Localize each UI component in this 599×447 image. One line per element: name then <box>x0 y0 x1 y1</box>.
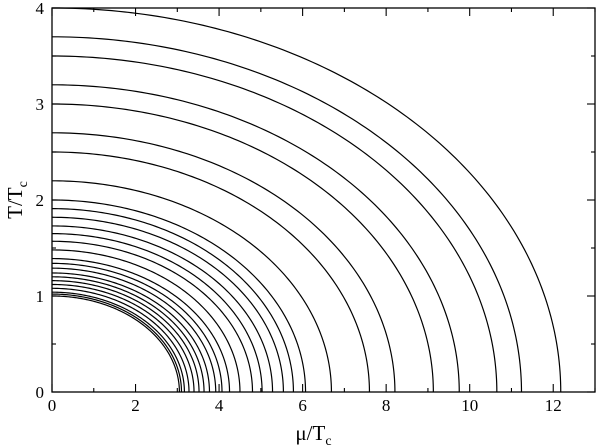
y-tick-label: 2 <box>36 191 45 210</box>
x-tick-label: 8 <box>382 396 391 415</box>
y-axis-label-sub: c <box>16 181 31 187</box>
y-tick-label: 0 <box>36 383 45 402</box>
y-axis-label-main: T/T <box>3 187 27 219</box>
series-line-18 <box>51 199 307 393</box>
y-axis-label: T/Tc <box>3 181 31 219</box>
series-line-5 <box>51 283 195 393</box>
series-line-3 <box>51 291 186 393</box>
series-line-13 <box>51 240 254 393</box>
series-line-8 <box>51 272 211 393</box>
x-axis-label-sub: c <box>325 434 331 447</box>
x-tick-label: 12 <box>545 396 562 415</box>
series-line-22 <box>51 103 434 393</box>
series-line-6 <box>51 280 200 393</box>
x-axis-label-main: μ/T <box>295 421 325 445</box>
series-line-1 <box>51 295 180 393</box>
series-line-21 <box>51 132 396 393</box>
series-line-24 <box>51 55 498 393</box>
x-tick-label: 0 <box>48 396 57 415</box>
x-tick-label: 10 <box>461 396 478 415</box>
series-line-7 <box>51 276 205 393</box>
series-line-25 <box>51 36 523 393</box>
y-tick-label: 3 <box>36 95 45 114</box>
x-axis-label: μ/Tc <box>295 421 331 447</box>
series-line-4 <box>51 287 190 393</box>
x-tick-label: 6 <box>298 396 307 415</box>
series-line-15 <box>51 225 274 393</box>
series-line-11 <box>51 257 231 393</box>
series-line-12 <box>51 249 241 393</box>
x-tick-label: 2 <box>131 396 140 415</box>
series-line-2 <box>51 293 183 393</box>
series-line-20 <box>51 151 371 393</box>
series-line-19 <box>51 180 333 393</box>
ticks-group <box>51 7 596 393</box>
x-tick-label: 4 <box>215 396 224 415</box>
series-line-17 <box>51 208 295 393</box>
plot-frame <box>51 7 596 393</box>
curves-group <box>51 7 562 393</box>
series-line-9 <box>51 267 217 393</box>
series-line-26 <box>51 7 562 393</box>
series-line-16 <box>51 216 284 393</box>
series-line-10 <box>51 262 223 393</box>
series-line-23 <box>51 84 460 393</box>
series-line-14 <box>51 233 263 393</box>
y-tick-label: 1 <box>36 287 45 306</box>
y-tick-label: 4 <box>36 0 45 18</box>
